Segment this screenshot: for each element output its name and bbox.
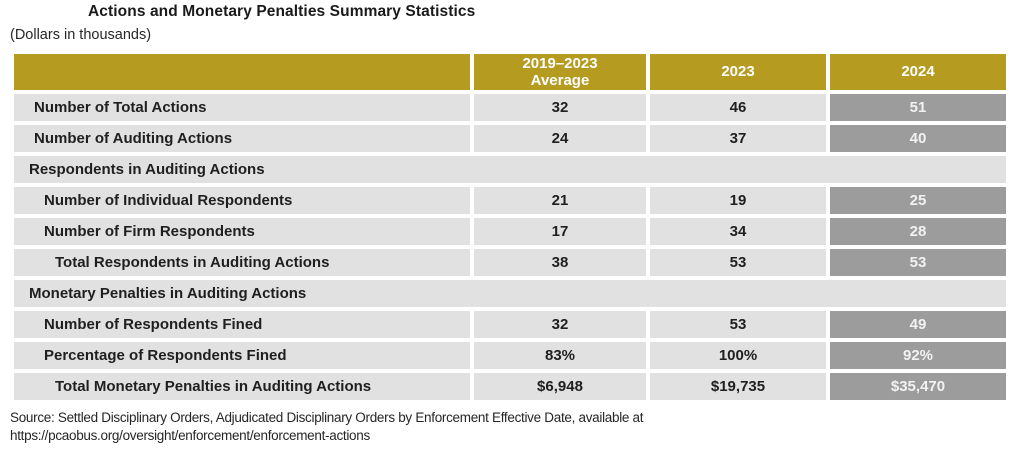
table-row: Number of Total Actions 32 46 51 [14, 94, 1006, 121]
section-label: Respondents in Auditing Actions [14, 156, 1006, 183]
cell-2024: 25 [830, 187, 1006, 214]
page-title: Actions and Monetary Penalties Summary S… [88, 3, 476, 20]
section-label: Monetary Penalties in Auditing Actions [14, 280, 1006, 307]
cell-avg: 21 [474, 187, 646, 214]
section-row: Monetary Penalties in Auditing Actions [14, 280, 1006, 307]
table-row: Number of Individual Respondents 21 19 2… [14, 187, 1006, 214]
cell-2023: 34 [650, 218, 826, 245]
summary-table: 2019–2023 Average 2023 2024 Number of To… [10, 50, 1010, 404]
header-cell-2023: 2023 [650, 54, 826, 90]
cell-2023: 100% [650, 342, 826, 369]
cell-2024: 53 [830, 249, 1006, 276]
header-cell-blank [14, 54, 470, 90]
row-label: Number of Auditing Actions [14, 125, 470, 152]
row-label: Number of Individual Respondents [14, 187, 470, 214]
row-label: Percentage of Respondents Fined [14, 342, 470, 369]
cell-2024: 28 [830, 218, 1006, 245]
units-note: (Dollars in thousands) [10, 27, 152, 43]
table-row: Total Monetary Penalties in Auditing Act… [14, 373, 1006, 400]
table-row: Total Respondents in Auditing Actions 38… [14, 249, 1006, 276]
header-row: 2019–2023 Average 2023 2024 [14, 54, 1006, 90]
cell-2024: 40 [830, 125, 1006, 152]
header-cell-2024: 2024 [830, 54, 1006, 90]
row-label: Number of Total Actions [14, 94, 470, 121]
table-row: Number of Respondents Fined 32 53 49 [14, 311, 1006, 338]
cell-avg: 38 [474, 249, 646, 276]
cell-2024: 49 [830, 311, 1006, 338]
table-row: Percentage of Respondents Fined 83% 100%… [14, 342, 1006, 369]
cell-2023: 37 [650, 125, 826, 152]
table-row: Number of Auditing Actions 24 37 40 [14, 125, 1006, 152]
cell-2023: 53 [650, 311, 826, 338]
cell-2023: 53 [650, 249, 826, 276]
cell-avg: 24 [474, 125, 646, 152]
cell-2023: $19,735 [650, 373, 826, 400]
cell-avg: 17 [474, 218, 646, 245]
row-label: Number of Respondents Fined [14, 311, 470, 338]
cell-avg: 83% [474, 342, 646, 369]
row-label: Total Monetary Penalties in Auditing Act… [14, 373, 470, 400]
source-citation: Source: Settled Disciplinary Orders, Adj… [10, 410, 644, 443]
cell-avg: 32 [474, 94, 646, 121]
section-row: Respondents in Auditing Actions [14, 156, 1006, 183]
row-label: Number of Firm Respondents [14, 218, 470, 245]
header-cell-2019-2023-average: 2019–2023 Average [474, 54, 646, 90]
cell-2023: 19 [650, 187, 826, 214]
cell-2024: 92% [830, 342, 1006, 369]
table-row: Number of Firm Respondents 17 34 28 [14, 218, 1006, 245]
cell-avg: $6,948 [474, 373, 646, 400]
cell-2024: 51 [830, 94, 1006, 121]
cell-2024: $35,470 [830, 373, 1006, 400]
cell-2023: 46 [650, 94, 826, 121]
cell-avg: 32 [474, 311, 646, 338]
row-label: Total Respondents in Auditing Actions [14, 249, 470, 276]
